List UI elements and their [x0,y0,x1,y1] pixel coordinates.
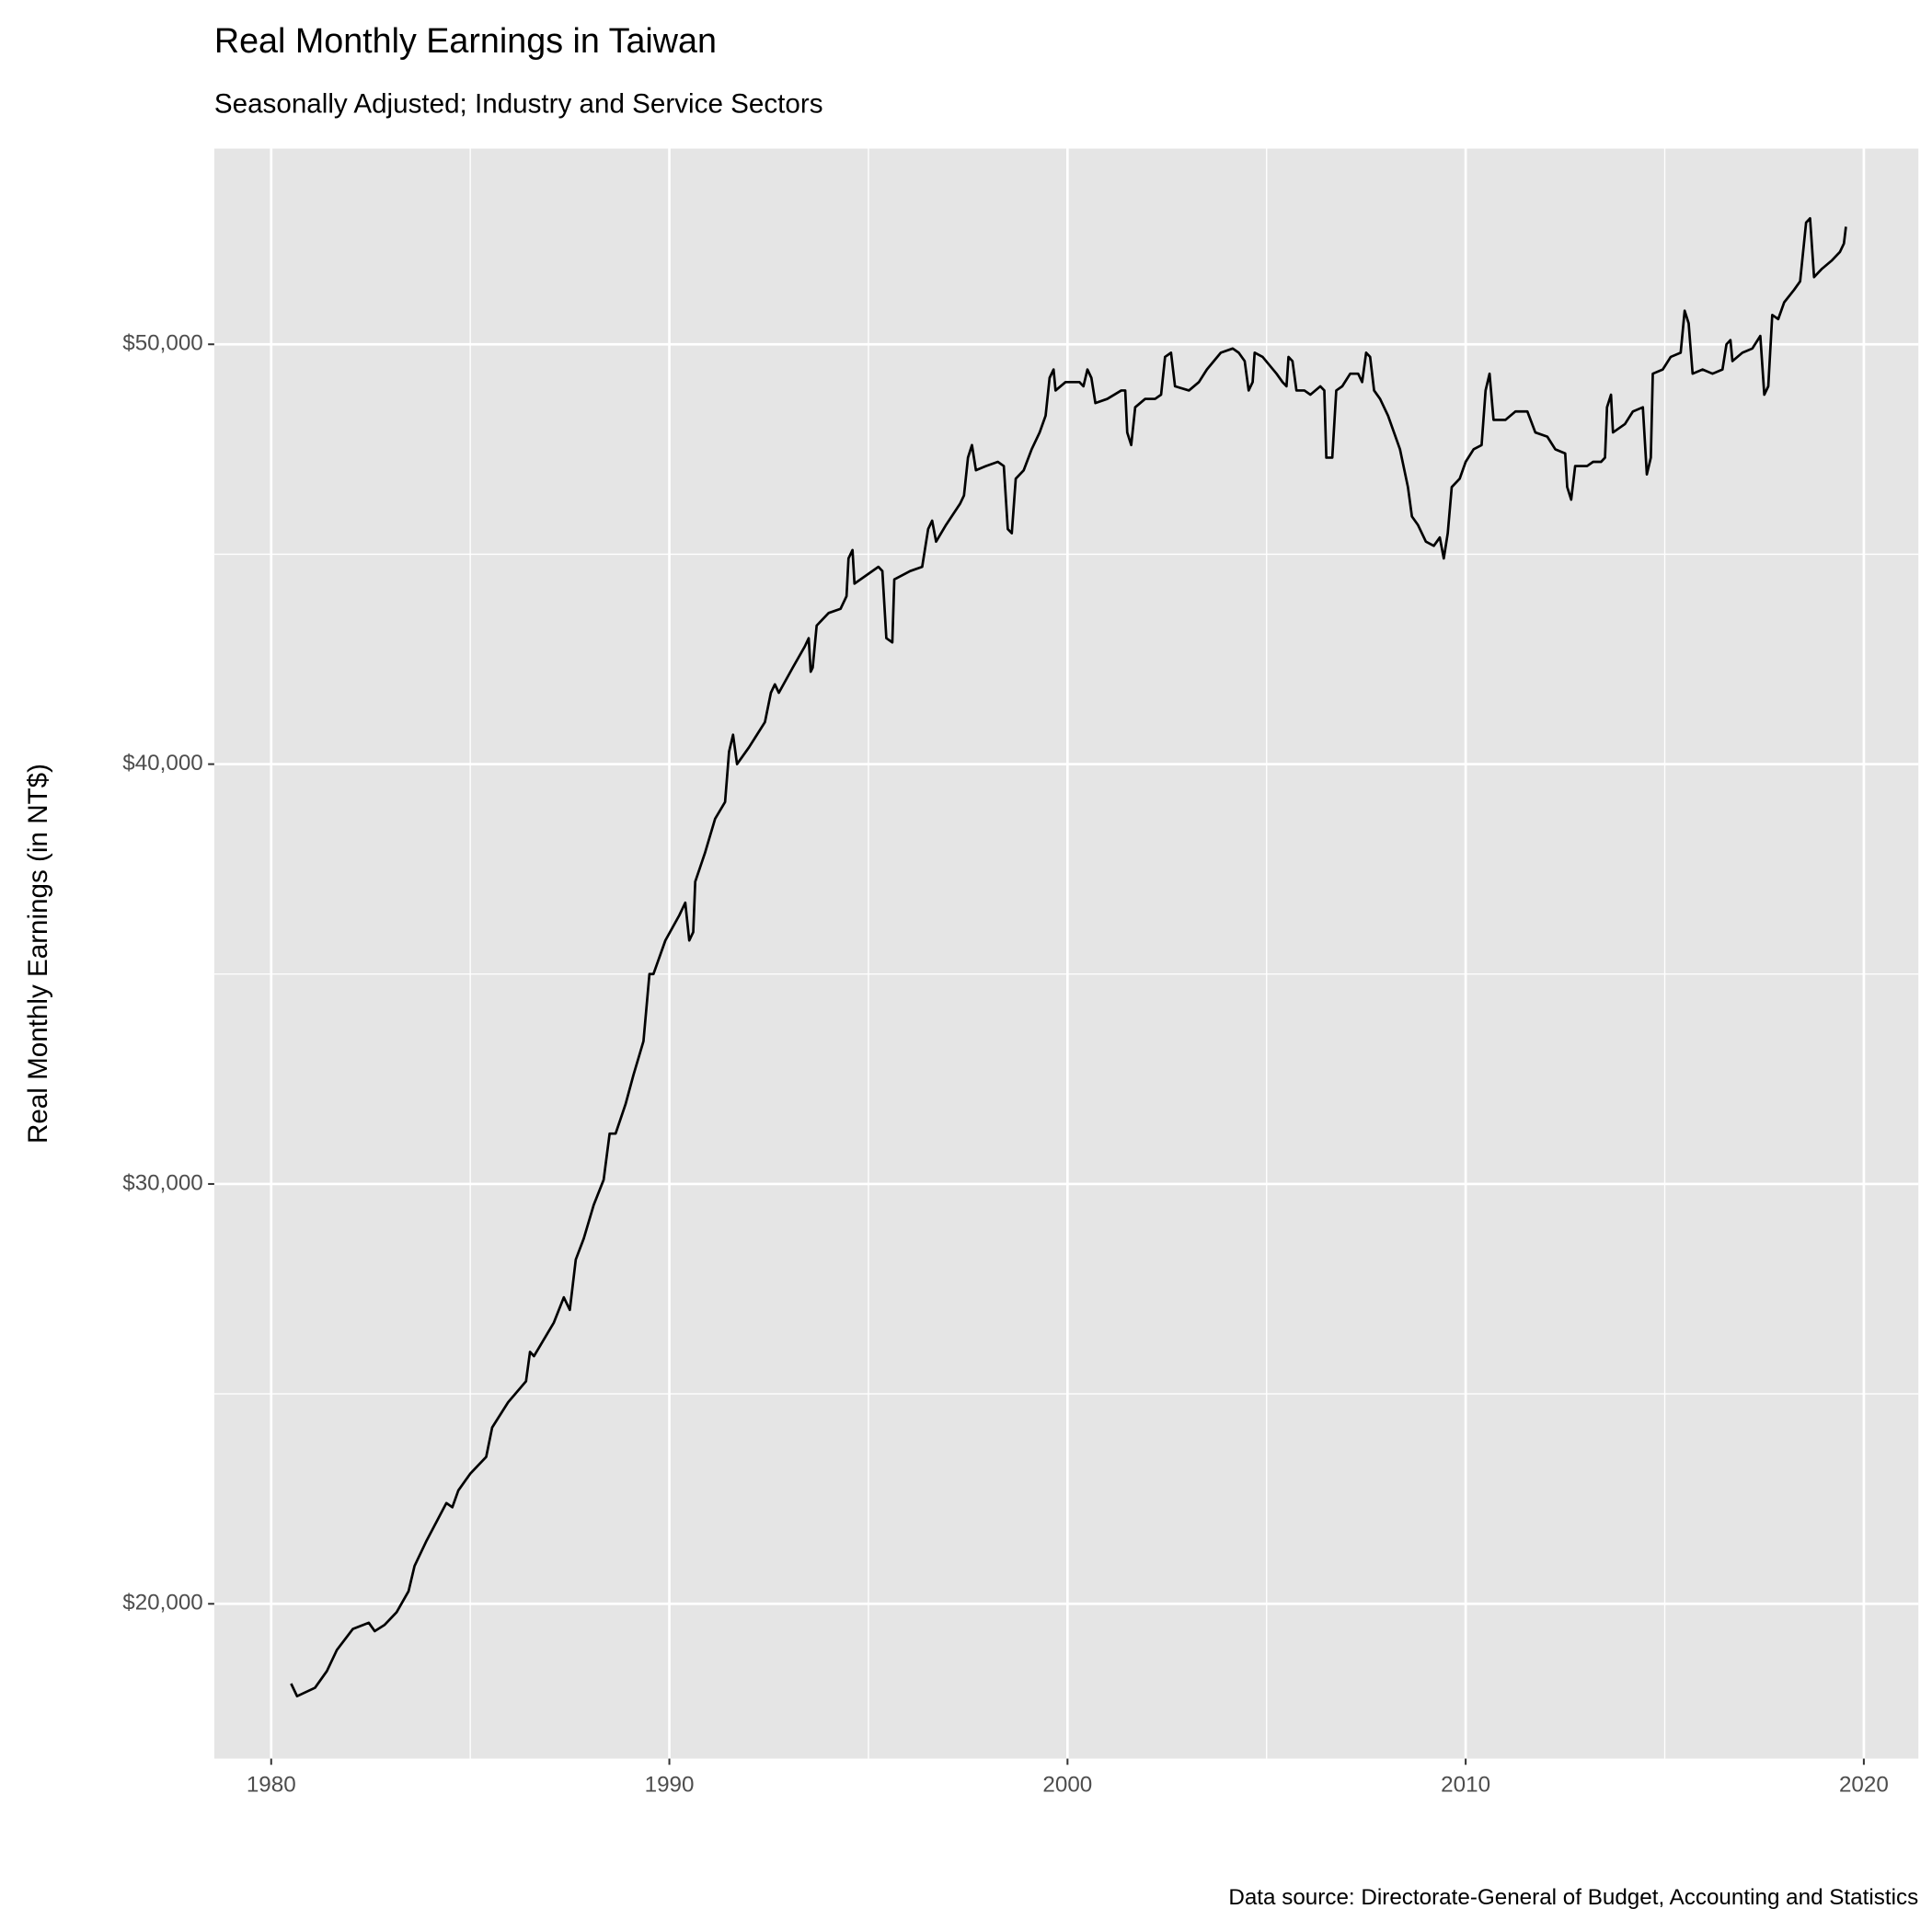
y-tick-label: $50,000 [122,331,203,356]
y-tick-label: $20,000 [122,1591,203,1616]
caption: Data source: Directorate-General of Budg… [1228,1885,1918,1910]
x-tick-label: 2000 [1042,1773,1092,1798]
y-tick-label: $40,000 [122,751,203,776]
y-tick-label: $30,000 [122,1170,203,1195]
x-tick-label: 2010 [1441,1773,1490,1798]
data-line [290,216,1847,1698]
x-tick-label: 1980 [247,1773,296,1798]
chart-title: Real Monthly Earnings in Taiwan [214,21,717,60]
x-tick-label: 1990 [645,1773,695,1798]
chart-subtitle: Seasonally Adjusted; Industry and Servic… [214,88,823,119]
x-tick-label: 2020 [1839,1773,1889,1798]
y-axis-title: Real Monthly Earnings (in NT$) [23,764,53,1144]
